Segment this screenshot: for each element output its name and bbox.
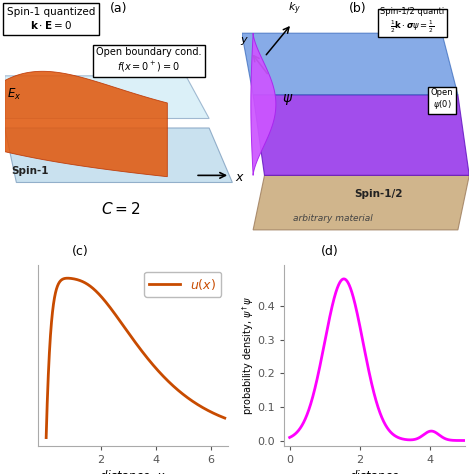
Text: Spin-1/2 quanti
$\frac{1}{2}\mathbf{k}\cdot\boldsymbol{\sigma}\psi=\frac{1}{2}$: Spin-1/2 quanti $\frac{1}{2}\mathbf{k}\c…: [380, 7, 445, 35]
Polygon shape: [253, 175, 469, 230]
Text: Spin-1/2: Spin-1/2: [354, 189, 402, 200]
Text: $E_x$: $E_x$: [7, 87, 21, 102]
Y-axis label: probability density, $\psi^\dagger\psi$: probability density, $\psi^\dagger\psi$: [240, 296, 256, 415]
Text: $\psi$: $\psi$: [282, 92, 293, 107]
Polygon shape: [242, 33, 458, 95]
Polygon shape: [5, 76, 209, 118]
Text: (d): (d): [320, 246, 338, 258]
Text: Open
$\psi(0)$: Open $\psi(0)$: [431, 88, 453, 111]
Text: Spin-1: Spin-1: [12, 165, 49, 176]
Polygon shape: [251, 33, 276, 175]
Text: $y$: $y$: [239, 36, 248, 47]
Polygon shape: [253, 95, 469, 175]
Polygon shape: [5, 128, 232, 182]
Text: arbitrary material: arbitrary material: [293, 214, 373, 222]
Text: Spin-1 quantized
$\mathbf{k} \cdot \mathbf{E} = 0$: Spin-1 quantized $\mathbf{k} \cdot \math…: [7, 7, 95, 31]
X-axis label: distance: distance: [349, 470, 400, 474]
X-axis label: distance, x: distance, x: [100, 470, 165, 474]
Text: (b): (b): [349, 2, 367, 15]
Polygon shape: [5, 71, 167, 177]
Text: $k_y$: $k_y$: [288, 0, 301, 17]
Text: (a): (a): [110, 2, 127, 15]
Text: $x$: $x$: [235, 171, 245, 184]
Text: (c): (c): [72, 246, 89, 258]
Text: $C = 2$: $C = 2$: [101, 201, 141, 217]
Text: Open boundary cond.
$f(x=0^+)=0$: Open boundary cond. $f(x=0^+)=0$: [96, 47, 201, 73]
Legend: $u(x)$: $u(x)$: [144, 272, 221, 297]
